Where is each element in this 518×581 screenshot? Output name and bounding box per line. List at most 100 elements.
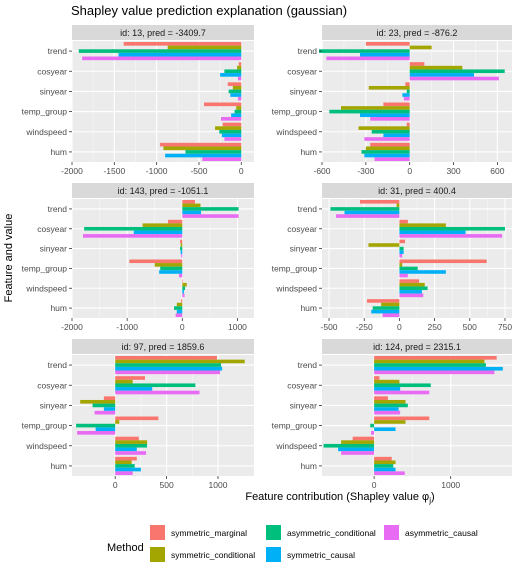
bar-symmetric_marginal [160, 142, 242, 147]
bar-symmetric_conditional [167, 45, 242, 50]
bar-symmetric_marginal [399, 279, 420, 283]
bar-asymmetric_conditional [370, 423, 375, 428]
panel-background [72, 41, 254, 162]
bar-asymmetric_causal [237, 76, 242, 81]
bar-symmetric_conditional [115, 379, 133, 384]
legend-key-asymmetric_causal [384, 525, 399, 540]
legend: Method symmetric_marginal symmetric_condi… [107, 525, 478, 562]
bar-symmetric_causal [182, 210, 202, 215]
bar-asymmetric_causal [399, 293, 424, 298]
bar-symmetric_marginal [374, 416, 430, 421]
bar-asymmetric_causal [364, 137, 410, 141]
y-tick-label: sinyear [40, 244, 68, 254]
bar-asymmetric_conditional [399, 266, 418, 271]
x-tick-label: -500 [321, 322, 338, 332]
facet-strip [322, 339, 512, 354]
bar-asymmetric_conditional [182, 207, 239, 211]
facet-strip [72, 339, 254, 354]
bar-asymmetric_causal [374, 370, 495, 375]
y-tick-label: temp_group [272, 107, 318, 117]
bar-asymmetric_conditional [371, 129, 410, 134]
facet-panel: id: 124, pred = 2315.1 trend cosyear sinyea… [272, 339, 512, 490]
panel-background [322, 41, 512, 162]
bar-asymmetric_conditional [228, 89, 242, 94]
bar-symmetric_marginal [409, 62, 425, 66]
bar-symmetric_causal [399, 230, 466, 235]
bar-asymmetric_causal [374, 157, 410, 161]
legend-key-symmetric_causal [266, 547, 281, 562]
bar-asymmetric_conditional [399, 226, 505, 231]
bar-asymmetric_conditional [234, 109, 242, 114]
bar-asymmetric_causal [374, 390, 430, 395]
bar-symmetric_conditional [180, 243, 183, 247]
bar-asymmetric_causal [370, 117, 410, 121]
facet-strip-label: id: 23, pred = -876.2 [377, 28, 458, 38]
facet-strip-label: id: 31, pred = 400.4 [378, 186, 456, 196]
x-tick-label: -300 [357, 166, 374, 176]
bar-asymmetric_conditional [78, 49, 242, 53]
panel-background [322, 355, 512, 476]
bar-asymmetric_causal [94, 410, 116, 415]
x-tick-label: 1000 [228, 322, 247, 332]
bar-symmetric_marginal [405, 82, 410, 86]
bar-asymmetric_conditional [361, 150, 410, 154]
bar-symmetric_causal [399, 250, 404, 254]
bar-symmetric_conditional [374, 379, 400, 384]
bar-symmetric_conditional [154, 263, 183, 267]
bar-symmetric_causal [374, 407, 399, 411]
bar-symmetric_causal [95, 427, 116, 432]
bar-symmetric_marginal [115, 456, 137, 461]
bar-symmetric_conditional [409, 65, 463, 70]
y-tick-label: hum [50, 461, 67, 471]
bar-symmetric_marginal [406, 122, 410, 127]
bar-asymmetric_causal [220, 117, 242, 121]
y-tick-label: sinyear [290, 244, 318, 254]
legend-label: asymmetric_conditional [287, 528, 376, 538]
bar-symmetric_marginal [374, 456, 392, 461]
bar-symmetric_marginal [367, 299, 400, 303]
facet-panel: id: 97, pred = 1859.6 trend cosyear sinyear… [22, 339, 254, 490]
legend-key-symmetric_marginal [150, 525, 165, 540]
y-tick-label: temp_group [22, 421, 68, 431]
bar-symmetric_marginal [167, 219, 183, 224]
bar-asymmetric_causal [409, 76, 499, 81]
bar-symmetric_conditional [176, 302, 183, 307]
y-tick-label: cosyear [287, 380, 317, 390]
bar-symmetric_causal [402, 93, 410, 97]
bar-symmetric_conditional [399, 282, 425, 287]
bar-asymmetric_conditional [374, 383, 431, 388]
bar-asymmetric_causal [374, 410, 401, 415]
bar-symmetric_conditional [409, 45, 432, 50]
y-tick-label: sinyear [40, 400, 68, 410]
bar-asymmetric_conditional [224, 69, 242, 74]
x-tick-label: 0 [397, 322, 402, 332]
bar-asymmetric_conditional [115, 363, 222, 367]
bar-symmetric_conditional [80, 399, 116, 404]
bar-symmetric_conditional [115, 440, 148, 444]
bar-asymmetric_causal [371, 431, 375, 435]
y-tick-label: windspeed [25, 127, 67, 137]
bar-symmetric_conditional [399, 223, 446, 227]
bar-asymmetric_causal [182, 293, 185, 298]
bar-symmetric_conditional [399, 263, 403, 267]
y-tick-label: cosyear [37, 224, 67, 234]
bar-asymmetric_causal [181, 253, 183, 258]
bar-symmetric_causal [344, 210, 400, 215]
bar-symmetric_causal [115, 467, 141, 472]
bar-symmetric_causal [115, 366, 223, 371]
bar-asymmetric_conditional [374, 464, 394, 468]
bar-asymmetric_conditional [319, 49, 410, 53]
bar-symmetric_causal [364, 153, 410, 158]
bar-symmetric_marginal [182, 199, 195, 204]
y-tick-label: hum [300, 147, 317, 157]
legend-label: symmetric_causal [287, 550, 355, 560]
bar-asymmetric_causal [82, 56, 242, 61]
y-tick-label: windspeed [25, 283, 67, 293]
y-tick-label: cosyear [37, 66, 67, 76]
x-axis-label-subscript: j [428, 496, 431, 505]
bar-symmetric_conditional [365, 146, 410, 151]
y-tick-label: trend [48, 360, 68, 370]
bar-asymmetric_causal [83, 234, 183, 238]
facet-strip [322, 183, 512, 198]
x-tick-label: -500 [190, 166, 207, 176]
